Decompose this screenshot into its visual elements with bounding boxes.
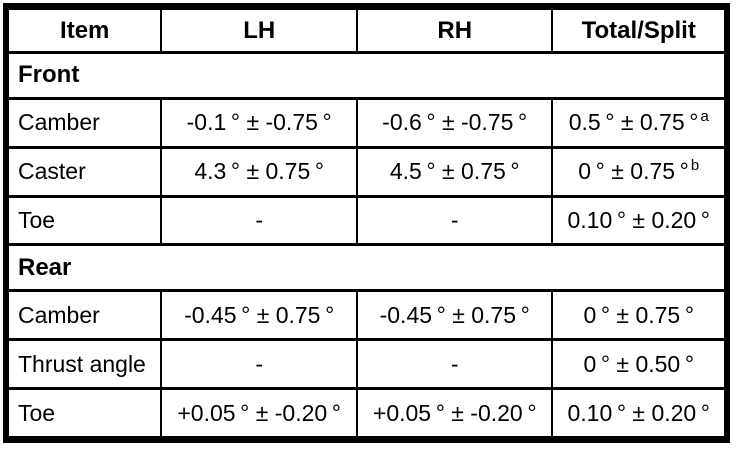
cell-front-caster-rh: 4.5 ° ± 0.75 ° [355, 145, 554, 198]
cell-rear-thrust-lh: - [160, 338, 358, 391]
cell-front-toe-total: 0.10 ° ± 0.20 ° [551, 194, 726, 247]
cell-front-camber-lh: -0.1 ° ± -0.75 ° [160, 96, 358, 149]
cell-rear-thrust-total: 0 ° ± 0.50 ° [551, 338, 726, 391]
cell-rear-toe-lh: +0.05 ° ± -0.20 ° [160, 387, 358, 439]
table-outer-frame: Item LH RH Total/Split Front Camber -0.1… [3, 3, 730, 443]
cell-rear-thrust-rh: - [355, 338, 554, 391]
row-front-camber: Camber -0.1 ° ± -0.75 ° -0.6 ° ± -0.75 °… [6, 96, 726, 149]
col-header-lh: LH [160, 7, 358, 54]
row-front-caster: Caster 4.3 ° ± 0.75 ° 4.5 ° ± 0.75 ° 0 °… [6, 145, 726, 198]
cell-rear-camber-lh: -0.45 ° ± 0.75 ° [160, 289, 358, 342]
total-value: 0.5 ° ± 0.75 ° [568, 109, 699, 136]
col-header-item: Item [6, 7, 163, 54]
total-value: 0 ° ± 0.75 ° [578, 158, 689, 185]
cell-rear-toe-total: 0.10 ° ± 0.20 ° [551, 387, 726, 439]
cell-front-camber-total: 0.5 ° ± 0.75 ° a [551, 96, 726, 149]
cell-rear-camber-total: 0 ° ± 0.75 ° [551, 289, 726, 342]
cell-rear-camber-item: Camber [6, 289, 163, 342]
cell-front-toe-item: Toe [6, 194, 163, 247]
alignment-spec-table: Item LH RH Total/Split Front Camber -0.1… [6, 7, 726, 439]
cell-rear-toe-rh: +0.05 ° ± -0.20 ° [355, 387, 554, 439]
col-header-rh: RH [355, 7, 554, 54]
row-front-toe: Toe - - 0.10 ° ± 0.20 ° [6, 194, 726, 247]
section-row-rear: Rear [7, 243, 726, 293]
cell-front-caster-total: 0 ° ± 0.75 ° b [551, 145, 726, 198]
section-title-rear: Rear [7, 243, 726, 293]
footnote-marker-b: b [690, 157, 700, 175]
row-rear-thrust-angle: Thrust angle - - 0 ° ± 0.50 ° [6, 338, 726, 391]
header-row: Item LH RH Total/Split [6, 7, 726, 54]
row-rear-camber: Camber -0.45 ° ± 0.75 ° -0.45 ° ± 0.75 °… [6, 289, 726, 342]
cell-front-toe-lh: - [160, 194, 358, 247]
row-rear-toe: Toe +0.05 ° ± -0.20 ° +0.05 ° ± -0.20 ° … [6, 387, 726, 439]
cell-front-camber-rh: -0.6 ° ± -0.75 ° [355, 96, 554, 149]
cell-front-camber-item: Camber [6, 96, 163, 149]
cell-rear-camber-rh: -0.45 ° ± 0.75 ° [355, 289, 554, 342]
cell-rear-thrust-item: Thrust angle [6, 338, 163, 391]
footnote-marker-a: a [700, 108, 709, 126]
col-header-total-split: Total/Split [551, 7, 726, 54]
cell-front-caster-item: Caster [6, 145, 163, 198]
cell-rear-toe-item: Toe [6, 387, 163, 439]
section-title-front: Front [7, 51, 726, 100]
cell-front-toe-rh: - [355, 194, 554, 247]
section-row-front: Front [7, 51, 726, 100]
cell-front-caster-lh: 4.3 ° ± 0.75 ° [160, 145, 358, 198]
